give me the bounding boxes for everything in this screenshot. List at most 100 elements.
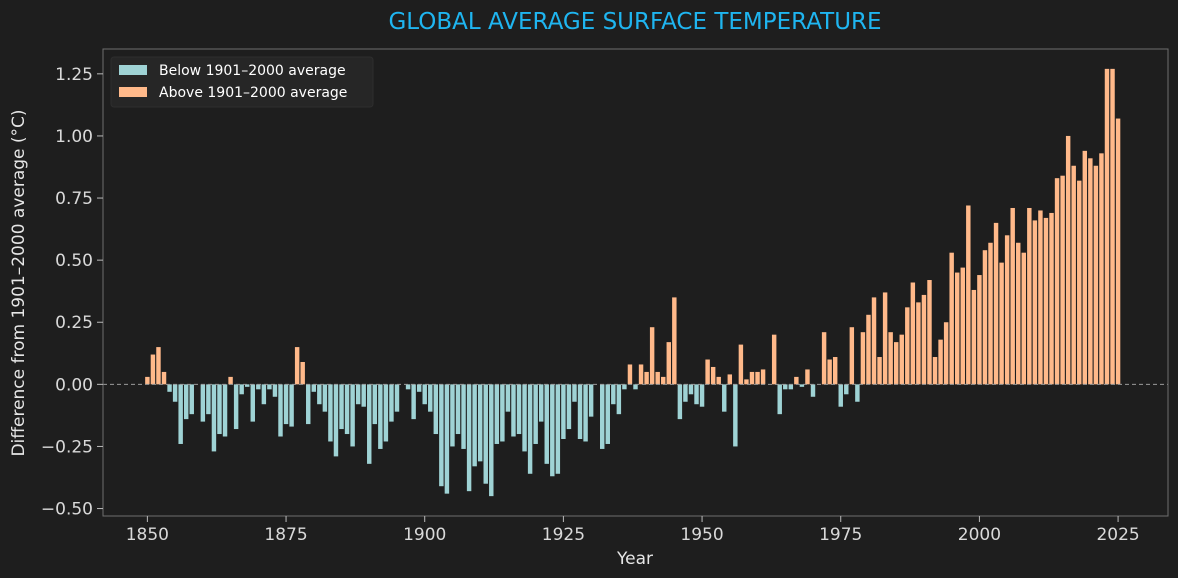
bar-1990 [921,294,927,385]
bar-1929 [583,384,588,442]
bar-1882 [322,384,328,412]
bar-2024 [1110,68,1115,385]
bar-1888 [355,384,361,405]
bar-1902 [433,384,439,435]
bar-1974 [832,357,838,385]
bar-1982 [877,357,882,385]
y-tick-label-3: 0.25 [55,313,93,333]
bar-1885 [339,384,344,430]
bar-1935 [616,384,622,415]
legend-box [110,56,374,108]
bar-1938 [633,384,638,390]
bar-1879 [306,384,311,425]
y-tick-label-1: −0.25 [41,437,93,457]
bar-1926 [566,384,572,430]
bar-1880 [311,384,316,392]
y-tick-label-6: 1.00 [55,127,93,147]
bar-1863 [217,384,222,435]
bar-1861 [206,384,211,415]
bar-1870 [256,384,261,390]
bar-1853 [161,371,167,385]
plot-frame [102,48,1169,517]
bar-1945 [672,297,677,385]
bar-2017 [1071,165,1076,385]
bar-1940 [644,371,649,385]
bar-1874 [278,384,283,437]
bar-2019 [1082,150,1088,385]
bar-2011 [1038,210,1043,385]
bar-2021 [1093,165,1099,385]
x-tick-label-2000: 2000 [958,525,1001,545]
bar-1936 [622,384,627,390]
bar-1921 [538,384,544,422]
bar-1869 [250,384,255,422]
bar-1895 [394,384,400,412]
bar-2013 [1049,212,1054,385]
bar-1958 [744,379,749,385]
bar-1898 [411,384,416,420]
bar-1951 [705,359,710,385]
bar-2006 [1010,207,1015,385]
bar-1927 [572,384,577,402]
bar-1928 [577,384,583,439]
bar-1903 [439,384,444,487]
bar-1933 [605,384,610,444]
bar-1959 [749,371,755,385]
bar-1984 [888,332,893,385]
bar-1920 [533,384,538,444]
bar-2022 [1099,153,1104,385]
bar-1946 [677,384,683,420]
bar-1949 [694,384,699,405]
bar-1925 [561,384,566,439]
bar-1948 [688,384,694,395]
bar-2001 [982,250,988,385]
bar-1995 [949,252,954,385]
bar-1894 [389,384,394,422]
bar-1919 [527,384,533,474]
bar-1947 [683,384,688,402]
bar-1977 [849,327,855,385]
bar-1855 [172,384,178,402]
bar-1878 [300,361,305,385]
bar-2007 [1016,242,1021,385]
bar-2012 [1043,217,1049,385]
bar-2005 [1004,235,1010,385]
x-tick-label-1950: 1950 [680,525,723,545]
bar-1997 [960,267,965,385]
bar-1989 [916,302,921,385]
bar-1979 [860,332,866,385]
bar-1953 [716,376,721,385]
plot-area: 1850 1875 1900 1925 1950 1975 2000 2025 −0.50 −0.… [41,48,1169,545]
bar-1857 [183,384,189,420]
bar-1905 [450,384,455,447]
bar-2018 [1077,180,1082,385]
bar-1884 [333,384,339,457]
bar-1865 [228,376,233,385]
bar-1883 [328,384,333,442]
bar-1899 [416,384,422,392]
x-tick-label-1975: 1975 [819,525,862,545]
bar-1993 [938,339,943,385]
bar-1976 [844,384,849,395]
bar-2025 [1115,118,1121,385]
bar-1856 [178,384,183,444]
x-tick-label-1900: 1900 [403,525,446,545]
bar-1981 [871,297,877,385]
bar-2000 [977,275,982,385]
bar-1968 [799,384,805,387]
bar-1864 [222,384,228,437]
bar-1986 [899,334,904,385]
bar-2002 [988,242,993,385]
bar-1973 [827,359,832,385]
y-tick-label-0: −0.50 [41,500,93,520]
bar-1924 [555,384,561,474]
bar-1999 [971,289,977,385]
bar-1897 [405,384,411,390]
chart-title: GLOBAL AVERAGE SURFACE TEMPERATURE [388,9,881,35]
y-tick-label-2: 0.00 [55,375,93,395]
bar-1892 [378,384,383,449]
bar-2009 [1027,207,1032,385]
x-tick-label-1925: 1925 [542,525,585,545]
bar-1900 [422,384,427,405]
bar-1854 [167,384,172,392]
